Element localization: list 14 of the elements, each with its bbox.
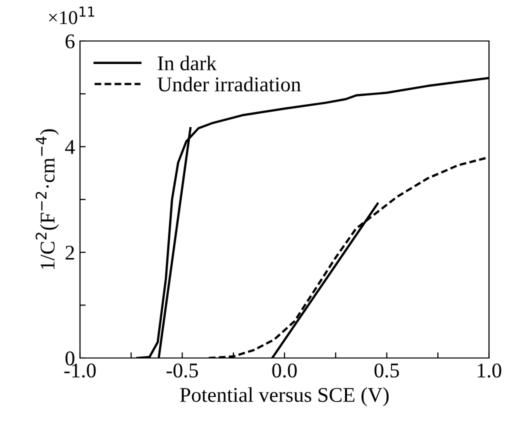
x-tick-label: 1.0 [478, 363, 502, 378]
text: ×10$^{11}$ [49, 6, 94, 24]
y-axis-title: 1/C$^{2}$(F$^{−2}$·cm$^{−4}$) [36, 129, 59, 270]
y-tick-label: 6 [66, 34, 75, 48]
x-tick-label: -0.5 [166, 363, 198, 378]
legend-label: In dark [158, 56, 217, 70]
x-tick-label: -1.0 [64, 363, 96, 378]
x-tick-label: 0.0 [272, 363, 297, 378]
x-tick-label: 0.5 [374, 363, 399, 378]
legend-label: Under irradiation [158, 76, 301, 92]
x-axis-title: Potential versus SCE (V) [180, 387, 389, 406]
y-tick-label: 4 [65, 140, 75, 154]
y-tick-label: 0 [66, 351, 74, 366]
y-tick-label: 2 [66, 246, 74, 260]
